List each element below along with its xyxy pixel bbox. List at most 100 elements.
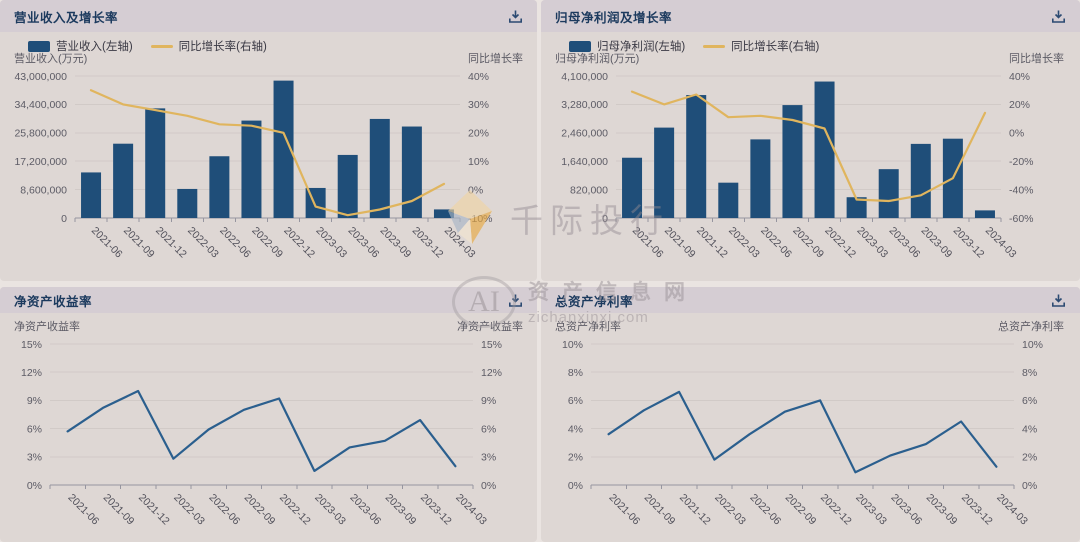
svg-text:同比增长率: 同比增长率 — [1009, 51, 1064, 65]
svg-text:3,280,000: 3,280,000 — [561, 99, 608, 111]
panel-title: 营业收入及增长率 — [14, 10, 119, 25]
svg-text:2022-03: 2022-03 — [712, 492, 748, 528]
svg-text:2024-03: 2024-03 — [442, 225, 478, 261]
svg-text:4%: 4% — [568, 423, 583, 435]
svg-text:0%: 0% — [27, 480, 42, 492]
download-button[interactable] — [1051, 9, 1066, 24]
svg-text:2021-09: 2021-09 — [101, 492, 137, 528]
svg-text:2024-03: 2024-03 — [453, 492, 489, 528]
panel-revenue-growth: 营业收入及增长率 营业收入(左轴) 同比增长率(右轴) 43,000,000 — [0, 0, 537, 281]
revenue-growth-chart: 43,000,000 40% 34,400,000 30% 25,800,000 20% 1… — [14, 51, 523, 261]
panel-netprofit-growth: 归母净利润及增长率 归母净利润(左轴) 同比增长率(右轴) 4,100,00 — [541, 0, 1080, 281]
revenue-chart-area: 营业收入(左轴) 同比增长率(右轴) 43,000,000 40% 34,400,0… — [0, 32, 537, 281]
download-icon — [509, 10, 522, 23]
download-button[interactable] — [1051, 293, 1066, 308]
svg-text:2022-09: 2022-09 — [249, 225, 285, 261]
svg-text:2023-12: 2023-12 — [959, 492, 995, 528]
svg-text:8%: 8% — [1022, 367, 1037, 379]
roe-chart: 15% 15% 12% 12% 9% 9% 6% 6% 3% 3% 0% 0% 净资产收益率 净资产收益率… — [14, 319, 523, 528]
svg-text:2022-09: 2022-09 — [790, 225, 826, 261]
legend-item-bar-series[interactable]: 归母净利润(左轴) — [569, 38, 685, 54]
svg-text:2021-09: 2021-09 — [642, 492, 678, 528]
legend-label: 同比增长率(右轴) — [731, 41, 820, 53]
svg-text:8%: 8% — [568, 367, 583, 379]
chart-legend: 营业收入(左轴) 同比增长率(右轴) — [28, 38, 267, 54]
download-button[interactable] — [508, 293, 523, 308]
svg-text:2,460,000: 2,460,000 — [561, 128, 608, 140]
svg-text:2021-12: 2021-12 — [153, 225, 189, 261]
svg-text:2022-06: 2022-06 — [217, 225, 253, 261]
svg-text:2023-06: 2023-06 — [346, 225, 382, 261]
svg-text:2023-09: 2023-09 — [919, 225, 955, 261]
svg-text:2023-03: 2023-03 — [314, 225, 350, 261]
svg-text:12%: 12% — [481, 367, 502, 379]
svg-text:2023-12: 2023-12 — [410, 225, 446, 261]
svg-text:2021-09: 2021-09 — [121, 225, 157, 261]
svg-text:25,800,000: 25,800,000 — [14, 128, 67, 140]
svg-text:2022-03: 2022-03 — [185, 225, 221, 261]
svg-text:同比增长率: 同比增长率 — [468, 51, 523, 65]
svg-text:1,640,000: 1,640,000 — [561, 156, 608, 168]
svg-text:2%: 2% — [1022, 452, 1037, 464]
svg-text:0%: 0% — [568, 480, 583, 492]
svg-text:0: 0 — [602, 213, 608, 225]
svg-text:6%: 6% — [27, 423, 42, 435]
svg-text:总资产净利率: 总资产净利率 — [998, 319, 1064, 333]
svg-text:2023-12: 2023-12 — [418, 492, 454, 528]
svg-text:总资产净利率: 总资产净利率 — [555, 319, 621, 333]
roa-chart: 10% 10% 8% 8% 6% 6% 4% 4% 2% 2% 0% 0% 总资产净利率 总资产净利率 20… — [555, 319, 1064, 528]
svg-text:820,000: 820,000 — [570, 184, 608, 196]
svg-text:2021-12: 2021-12 — [677, 492, 713, 528]
svg-text:3%: 3% — [481, 452, 496, 464]
panel-header: 归母净利润及增长率 — [541, 0, 1080, 32]
svg-text:6%: 6% — [481, 423, 496, 435]
svg-text:0: 0 — [61, 213, 67, 225]
svg-text:2023-09: 2023-09 — [383, 492, 419, 528]
netprofit-chart-area: 归母净利润(左轴) 同比增长率(右轴) 4,100,000 40% 3,280,00… — [541, 32, 1080, 281]
panel-header: 净资产收益率 — [0, 287, 537, 313]
legend-label: 同比增长率(右轴) — [178, 41, 267, 53]
legend-item-line-series[interactable]: 同比增长率(右轴) — [703, 38, 819, 54]
svg-text:2022-09: 2022-09 — [783, 492, 819, 528]
bar-series-swatch — [569, 40, 591, 52]
svg-text:20%: 20% — [468, 128, 489, 140]
svg-text:0%: 0% — [1009, 128, 1024, 140]
line-series-swatch — [150, 44, 173, 48]
panel-header: 营业收入及增长率 — [0, 0, 537, 32]
panel-title: 归母净利润及增长率 — [555, 10, 673, 25]
svg-text:2022-09: 2022-09 — [242, 492, 278, 528]
svg-text:2022-12: 2022-12 — [822, 225, 858, 261]
svg-text:4,100,000: 4,100,000 — [561, 71, 608, 83]
svg-text:2022-03: 2022-03 — [171, 492, 207, 528]
svg-text:营业收入(万元): 营业收入(万元) — [14, 51, 87, 65]
svg-text:2023-03: 2023-03 — [312, 492, 348, 528]
svg-text:9%: 9% — [481, 395, 496, 407]
legend-label: 归母净利润(左轴) — [597, 41, 686, 53]
legend-item-bar-series[interactable]: 营业收入(左轴) — [28, 38, 133, 54]
svg-text:2024-03: 2024-03 — [983, 225, 1019, 261]
svg-text:2023-09: 2023-09 — [378, 225, 414, 261]
svg-text:2021-06: 2021-06 — [630, 225, 666, 261]
svg-text:2021-06: 2021-06 — [607, 492, 643, 528]
legend-item-line-series[interactable]: 同比增长率(右轴) — [150, 38, 267, 54]
svg-text:15%: 15% — [21, 339, 42, 351]
svg-text:10%: 10% — [1022, 339, 1043, 351]
svg-text:6%: 6% — [1022, 395, 1037, 407]
svg-text:2022-12: 2022-12 — [281, 225, 317, 261]
svg-text:8,600,000: 8,600,000 — [20, 184, 67, 196]
download-icon — [1052, 10, 1065, 23]
download-button[interactable] — [508, 9, 523, 24]
chart-legend: 归母净利润(左轴) 同比增长率(右轴) — [569, 38, 819, 54]
svg-text:2023-06: 2023-06 — [889, 492, 925, 528]
svg-text:2022-12: 2022-12 — [818, 492, 854, 528]
svg-text:6%: 6% — [568, 395, 583, 407]
svg-text:2021-12: 2021-12 — [694, 225, 730, 261]
svg-text:-40%: -40% — [1009, 184, 1034, 196]
svg-text:10%: 10% — [468, 156, 489, 168]
panel-title: 净资产收益率 — [14, 294, 93, 309]
svg-text:归母净利润(万元): 归母净利润(万元) — [555, 51, 639, 65]
download-icon — [1052, 294, 1065, 307]
svg-text:2022-06: 2022-06 — [758, 225, 794, 261]
svg-text:-10%: -10% — [468, 213, 493, 225]
